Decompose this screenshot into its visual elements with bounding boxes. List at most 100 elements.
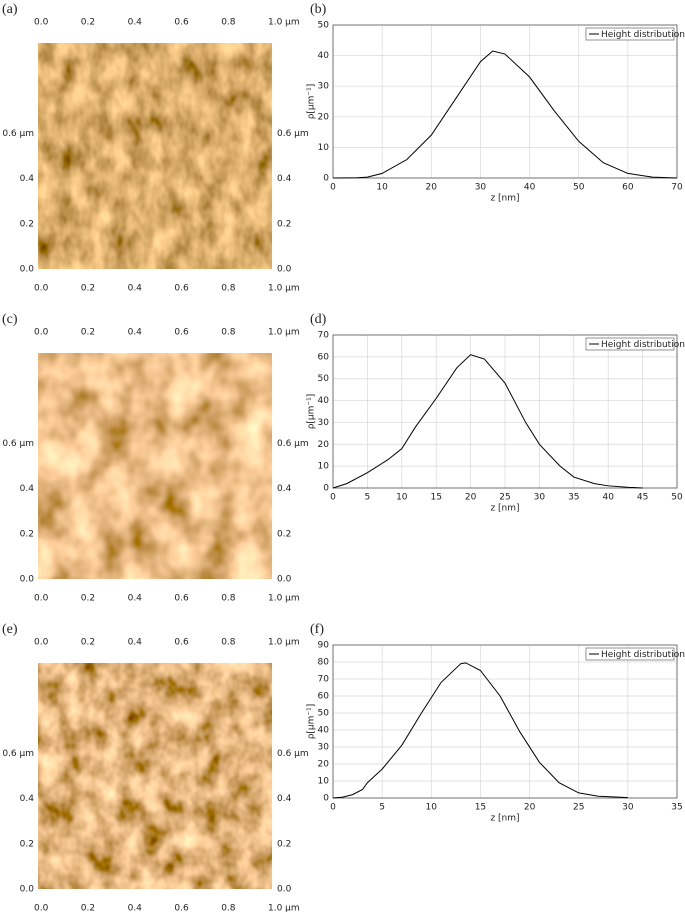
x-axis-label: z [nm]	[490, 504, 519, 514]
y-tick-label: 30	[318, 82, 330, 92]
x-axis-label: z [nm]	[490, 194, 519, 204]
y-tick-label-right: 0.0	[277, 885, 292, 895]
panel-label: (d)	[310, 312, 327, 327]
x-tick-label: 25	[499, 493, 510, 503]
x-tick-label: 40	[524, 183, 536, 193]
x-tick-label-bottom: 0.6	[174, 284, 189, 294]
panel-label: (f)	[310, 622, 324, 637]
y-tick-label-right: 0.6 µm	[277, 749, 309, 759]
x-tick-label: 15	[475, 803, 486, 813]
x-tick-label: 60	[622, 183, 634, 193]
x-tick-label-bottom: 1.0 µm	[268, 594, 300, 604]
x-tick-label: 30	[475, 183, 487, 193]
x-tick-label-top: 0.4	[128, 638, 143, 648]
y-tick-label-right: 0.6 µm	[277, 129, 309, 139]
x-tick-label: 10	[376, 183, 388, 193]
afm-image	[38, 663, 272, 889]
y-tick-label: 0	[323, 484, 329, 494]
x-tick-label: 15	[430, 493, 441, 503]
y-tick-label-right: 0.4	[277, 794, 292, 804]
x-tick-label: 45	[637, 493, 648, 503]
x-tick-label: 20	[465, 493, 477, 503]
x-tick-label: 30	[622, 803, 634, 813]
y-tick-label-left: 0.0	[20, 575, 35, 585]
x-tick-label-top: 0.4	[128, 18, 143, 28]
x-tick-label-bottom: 0.8	[221, 284, 236, 294]
y-tick-label-right: 0.0	[277, 575, 292, 585]
x-tick-label-bottom: 0.4	[128, 594, 143, 604]
x-tick-label-bottom: 0.2	[81, 284, 95, 294]
plot-frame	[332, 644, 678, 799]
x-tick-label-top: 1.0 µm	[268, 328, 300, 338]
x-tick-label: 10	[426, 803, 438, 813]
y-tick-label-right: 0.4	[277, 484, 292, 494]
y-axis-label: ρ[µm⁻¹]	[307, 84, 317, 120]
y-tick-label-right: 0.6 µm	[277, 439, 309, 449]
x-tick-label: 70	[671, 183, 683, 193]
x-tick-label-top: 0.8	[221, 328, 236, 338]
panel-label: (b)	[310, 2, 327, 17]
legend-box	[585, 27, 675, 41]
y-tick-label: 50	[318, 374, 330, 384]
y-tick-label: 10	[318, 462, 330, 472]
x-tick-label: 50	[573, 183, 585, 193]
y-tick-label-left: 0.4	[20, 794, 35, 804]
y-tick-label-right: 0.0	[277, 265, 292, 275]
y-tick-label: 40	[318, 726, 330, 736]
line	[332, 50, 678, 179]
x-tick-label: 0	[330, 493, 336, 503]
x-tick-label: 35	[671, 803, 682, 813]
x-tick-label-top: 0.0	[34, 638, 49, 648]
y-tick-label-right: 0.4	[277, 174, 292, 184]
x-tick-label-top: 0.2	[81, 638, 95, 648]
x-tick-label-bottom: 0.4	[128, 284, 143, 294]
line	[332, 354, 643, 489]
y-tick-label-left: 0.0	[20, 265, 35, 275]
y-tick-label-right: 0.2	[277, 219, 291, 229]
y-tick-label: 70	[318, 675, 330, 685]
legend-box	[585, 647, 675, 661]
afm-image	[38, 43, 272, 269]
y-tick-label: 20	[318, 112, 330, 122]
x-tick-label-top: 0.2	[81, 18, 95, 28]
y-tick-label: 10	[318, 777, 330, 787]
legend-label: Height distribution	[601, 650, 685, 660]
x-tick-label-top: 0.0	[34, 18, 49, 28]
y-tick-label: 30	[318, 743, 330, 753]
x-tick-label: 20	[426, 183, 438, 193]
x-tick-label-bottom: 0.2	[81, 904, 95, 912]
y-tick-label: 40	[318, 51, 330, 61]
legend-label: Height distribution	[601, 340, 685, 350]
y-tick-label-left: 0.2	[20, 839, 34, 849]
legend-label: Height distribution	[601, 30, 685, 40]
y-tick-label: 50	[318, 21, 330, 31]
y-tick-label-left: 0.0	[20, 885, 35, 895]
y-tick-label: 20	[318, 760, 330, 770]
y-tick-label: 0	[323, 794, 329, 804]
y-tick-label: 40	[318, 396, 330, 406]
y-tick-label-left: 0.2	[20, 529, 34, 539]
y-tick-label-left: 0.6 µm	[2, 439, 34, 449]
x-tick-label-top: 0.6	[174, 328, 189, 338]
y-tick-label: 50	[318, 709, 330, 719]
x-tick-label: 20	[524, 803, 536, 813]
x-tick-label: 50	[671, 493, 683, 503]
x-tick-label-top: 0.4	[128, 328, 143, 338]
y-tick-label-left: 0.6 µm	[2, 749, 34, 759]
y-tick-label: 80	[318, 658, 330, 668]
x-tick-label-top: 0.2	[81, 328, 95, 338]
y-axis-label: ρ[µm⁻¹]	[307, 394, 317, 430]
x-tick-label-bottom: 1.0 µm	[268, 904, 300, 912]
x-tick-label-top: 0.8	[221, 18, 236, 28]
x-tick-label: 5	[365, 493, 371, 503]
x-tick-label-bottom: 0.2	[81, 594, 95, 604]
x-tick-label: 25	[573, 803, 584, 813]
x-tick-label-bottom: 0.6	[174, 594, 189, 604]
x-tick-label-bottom: 0.8	[221, 904, 236, 912]
y-tick-label-left: 0.6 µm	[2, 129, 34, 139]
x-tick-label-top: 0.0	[34, 328, 49, 338]
x-tick-label: 0	[330, 803, 336, 813]
x-tick-label-top: 1.0 µm	[268, 638, 300, 648]
x-tick-label-top: 0.6	[174, 638, 189, 648]
x-tick-label-top: 0.8	[221, 638, 236, 648]
